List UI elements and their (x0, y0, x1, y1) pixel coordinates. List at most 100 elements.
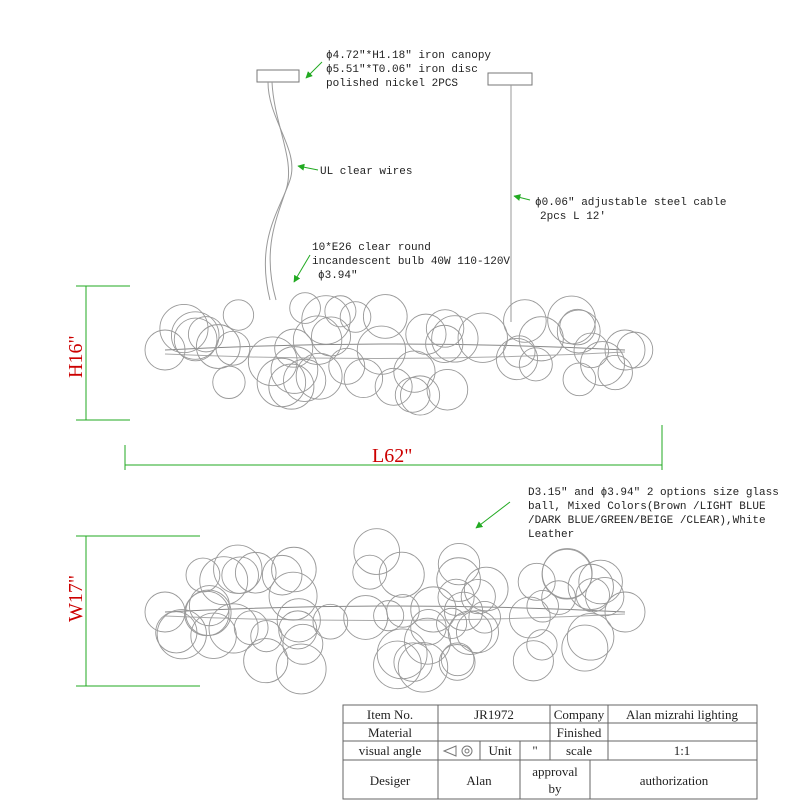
glass-ball (604, 329, 646, 371)
glass-ball (353, 528, 401, 575)
glass-ball (270, 346, 319, 394)
glass-ball (400, 375, 441, 416)
glass-ball (233, 610, 269, 646)
glass-ball (393, 642, 433, 682)
title-block: Item No. JR1972 Company Alan mizrahi lig… (342, 704, 758, 800)
glass-ball (213, 544, 263, 594)
glass-ball (425, 309, 465, 348)
note: UL clear wires (320, 166, 412, 178)
glass-ball (373, 600, 405, 632)
cell-text: visual angle (359, 743, 422, 758)
cell-text: approval (532, 764, 578, 779)
cell-text: Unit (488, 743, 512, 758)
glass-ball (503, 299, 547, 343)
glass-ball (556, 309, 601, 354)
glass-ball (311, 316, 352, 357)
cell-text: by (549, 781, 563, 796)
glass-ball (526, 589, 559, 623)
glass-ball (404, 617, 451, 665)
glass-ball (343, 595, 389, 640)
cell-text: Desiger (370, 773, 411, 788)
glass-ball (212, 365, 246, 399)
glass-ball (373, 640, 422, 690)
width-dim: W17" (65, 575, 87, 622)
projection-icon (442, 745, 473, 757)
glass-ball (234, 551, 277, 594)
leader (297, 163, 319, 171)
length-dim: L62" (372, 445, 412, 467)
glass-ball (443, 591, 484, 631)
glass-ball (292, 315, 343, 365)
glass-ball (362, 294, 408, 339)
note: Leather (528, 529, 574, 541)
glass-ball (256, 357, 307, 408)
glass-ball (376, 628, 428, 680)
glass-ball (190, 612, 237, 659)
glass-ball (437, 578, 475, 616)
glass-ball (580, 341, 625, 387)
glass-ball (247, 336, 298, 387)
note: polished nickel 2PCS (326, 78, 458, 90)
leader (513, 194, 531, 201)
glass-ball (561, 624, 609, 672)
glass-ball (447, 610, 493, 655)
glass-ball (547, 295, 596, 345)
glass-ball (426, 368, 469, 411)
note: ϕ5.51"*T0.06" iron disc (326, 64, 478, 76)
canopy (256, 69, 300, 83)
glass-ball (250, 620, 283, 653)
note: ϕ4.72"*H1.18" iron canopy (326, 50, 491, 62)
glass-ball (261, 554, 303, 596)
glass-ball (283, 358, 327, 402)
cell-text: Company (554, 707, 605, 722)
glass-ball (578, 559, 623, 605)
glass-ball (187, 316, 225, 353)
glass-ball (356, 325, 406, 375)
glass-ball (215, 330, 251, 366)
glass-ball (199, 556, 249, 606)
glass-ball (562, 362, 597, 397)
canopy (487, 72, 533, 86)
height-dim: H16" (65, 335, 87, 378)
glass-ball (437, 542, 481, 586)
leader (305, 61, 323, 79)
glass-ball (144, 591, 186, 633)
glass-ball (289, 292, 321, 324)
note: D3.15" and ϕ3.94" 2 options size glass (528, 487, 779, 499)
leader (293, 254, 311, 283)
glass-ball (541, 548, 593, 600)
cell-text: Finished (557, 725, 602, 740)
glass-ball (282, 623, 324, 665)
glass-ball (312, 603, 349, 640)
glass-ball (295, 352, 343, 400)
glass-ball (268, 363, 315, 410)
note: 2pcs L 12' (540, 211, 606, 223)
glass-ball (271, 546, 317, 593)
glass-ball (566, 613, 615, 661)
cell-text: 1:1 (674, 743, 691, 758)
glass-ball (328, 347, 366, 385)
cell-text: Material (368, 725, 412, 740)
glass-ball (275, 643, 327, 695)
glass-ball (393, 350, 436, 393)
glass-ball (159, 304, 209, 354)
glass-ball (517, 562, 556, 601)
glass-ball (195, 324, 241, 369)
glass-ball (468, 601, 501, 634)
glass-ball (410, 609, 447, 646)
glass-ball (436, 607, 468, 639)
note: ball, Mixed Colors(Brown /LIGHT BLUE (528, 501, 766, 513)
glass-ball (397, 642, 449, 693)
branch (164, 351, 626, 360)
glass-ball (455, 610, 499, 654)
glass-ball (425, 324, 464, 364)
glass-ball (144, 329, 186, 371)
cell-text: Alan mizrahi lighting (626, 707, 738, 722)
glass-ball (394, 377, 431, 413)
glass-ball (438, 644, 476, 681)
glass-ball (343, 358, 384, 399)
glass-ball (170, 311, 220, 360)
cell-text: " (532, 743, 537, 758)
glass-ball (324, 295, 357, 328)
